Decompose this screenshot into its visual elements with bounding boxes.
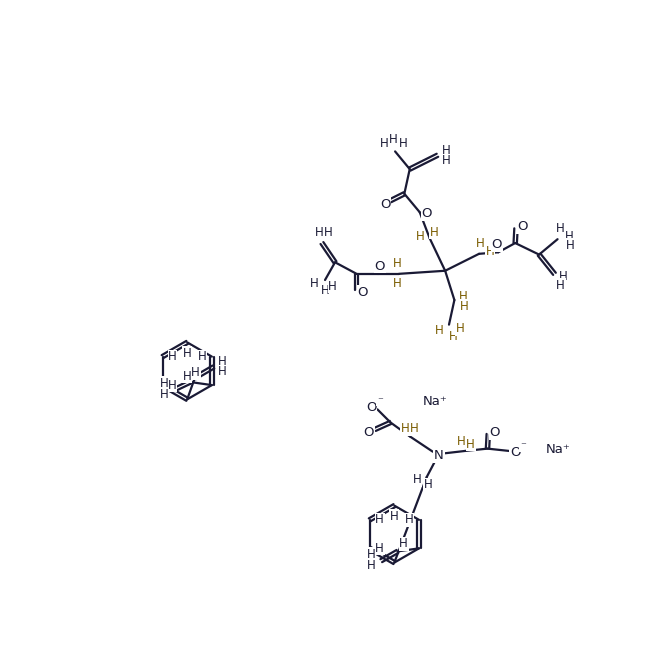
Text: H: H	[160, 388, 168, 401]
Text: H: H	[557, 279, 565, 292]
Text: H: H	[559, 271, 568, 283]
Text: H: H	[198, 350, 206, 363]
Text: O: O	[358, 286, 368, 299]
Text: H: H	[183, 370, 192, 383]
Text: H: H	[460, 300, 469, 313]
Text: H: H	[160, 377, 168, 390]
Text: O: O	[374, 259, 385, 273]
Text: H: H	[442, 144, 451, 157]
Text: O: O	[517, 220, 527, 233]
Text: H: H	[435, 325, 444, 337]
Text: H: H	[404, 513, 414, 527]
Text: H: H	[485, 245, 494, 258]
Text: H: H	[367, 548, 376, 561]
Text: H: H	[310, 277, 319, 289]
Text: H: H	[367, 559, 376, 572]
Text: O: O	[366, 400, 376, 414]
Text: H: H	[457, 435, 465, 448]
Text: H: H	[168, 378, 177, 392]
Text: H: H	[398, 137, 407, 150]
Text: H: H	[430, 225, 439, 239]
Text: H: H	[218, 355, 227, 368]
Text: H: H	[329, 280, 337, 293]
Text: H: H	[565, 239, 575, 252]
Text: N: N	[434, 449, 444, 462]
Text: H: H	[424, 478, 433, 491]
Text: H: H	[324, 225, 332, 239]
Text: H: H	[399, 537, 408, 550]
Text: H: H	[401, 422, 410, 435]
Text: H: H	[217, 365, 226, 378]
Text: ⁻: ⁻	[520, 442, 526, 452]
Text: H: H	[448, 330, 458, 342]
Text: H: H	[565, 229, 573, 243]
Text: H: H	[321, 284, 329, 297]
Text: H: H	[315, 225, 323, 239]
Text: O: O	[489, 426, 499, 439]
Text: O: O	[422, 207, 432, 220]
Text: O: O	[491, 238, 502, 251]
Text: H: H	[557, 222, 565, 235]
Text: Na⁺: Na⁺	[423, 395, 448, 408]
Text: H: H	[390, 510, 399, 523]
Text: H: H	[456, 322, 464, 335]
Text: O: O	[364, 426, 374, 439]
Text: H: H	[466, 438, 475, 450]
Text: O: O	[510, 446, 521, 459]
Text: H: H	[389, 132, 398, 146]
Text: H: H	[442, 154, 451, 167]
Text: H: H	[393, 277, 402, 291]
Text: O: O	[380, 198, 390, 211]
Text: H: H	[416, 229, 425, 243]
Text: H: H	[375, 542, 384, 555]
Text: H: H	[410, 422, 419, 435]
Text: H: H	[413, 473, 422, 486]
Text: H: H	[168, 350, 177, 363]
Text: H: H	[393, 257, 402, 271]
Text: ⁻: ⁻	[377, 396, 382, 406]
Text: H: H	[183, 346, 192, 360]
Text: H: H	[476, 237, 485, 250]
Text: H: H	[192, 366, 200, 379]
Text: H: H	[375, 513, 384, 527]
Text: H: H	[460, 290, 468, 303]
Text: Na⁺: Na⁺	[546, 443, 571, 456]
Text: H: H	[380, 137, 389, 150]
